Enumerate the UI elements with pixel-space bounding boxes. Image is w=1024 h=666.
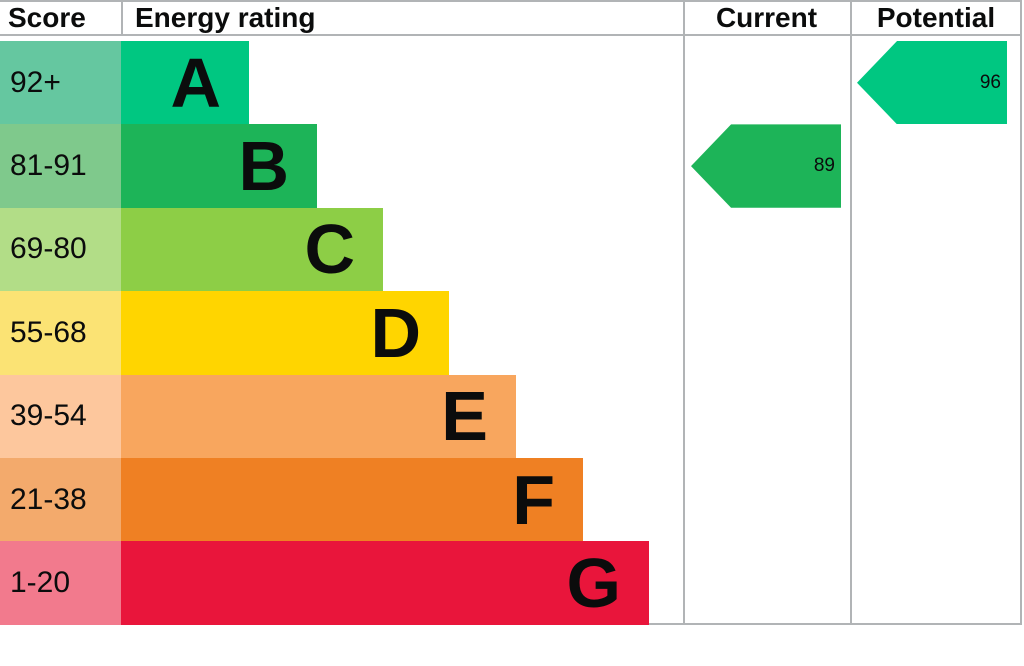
band-row-a: 92+ A [0,41,649,125]
band-bar-a: A [121,41,249,125]
score-range-c: 69-80 [0,207,121,292]
band-letter-b: B [238,127,289,206]
band-row-d: 55-68 D [0,291,649,375]
band-letter-d: D [370,293,421,372]
band-letter-e: E [441,377,488,456]
current-rating-value: 89 [813,155,835,177]
score-range-e: 39-54 [0,374,121,458]
band-row-e: 39-54 E [0,374,649,458]
header-current: Current [715,2,818,33]
band-row-g: 1-20 G [0,541,649,625]
energy-column-divider [683,0,685,625]
band-letter-c: C [304,210,355,289]
band-bar-g: G [121,541,649,625]
score-range-a: 92+ [0,41,121,125]
table-right-border [1020,0,1022,625]
band-letter-a: A [170,43,221,122]
band-bar-d: D [121,291,449,375]
band-letter-g: G [566,544,621,623]
score-column-divider [121,0,123,36]
score-range-f: 21-38 [0,457,121,542]
band-bar-e: E [121,374,516,458]
current-rating-arrow: 89 [691,124,841,208]
current-column-divider [850,0,852,625]
score-range-d: 55-68 [0,291,121,375]
table-top-border [0,0,1022,2]
band-bar-f: F [121,457,583,542]
band-row-c: 69-80 C [0,207,649,292]
band-row-b: 81-91 B [0,124,649,208]
score-range-b: 81-91 [0,124,121,208]
score-range-g: 1-20 [0,541,121,625]
band-bar-c: C [121,207,383,292]
band-letter-f: F [512,460,555,539]
header-bottom-border [0,34,1022,36]
header-energy-rating: Energy rating [135,2,316,33]
header-score: Score [8,2,86,33]
header-row: Score Energy rating Current Potential [0,2,1022,34]
band-bar-b: B [121,124,317,208]
potential-rating-value: 96 [979,71,1001,93]
header-potential: Potential [876,2,996,33]
potential-rating-arrow: 96 [857,41,1007,125]
band-rows: 92+ A 81-91 B 69-80 C 55-68 D 39-54 [0,41,649,625]
band-row-f: 21-38 F [0,457,649,542]
